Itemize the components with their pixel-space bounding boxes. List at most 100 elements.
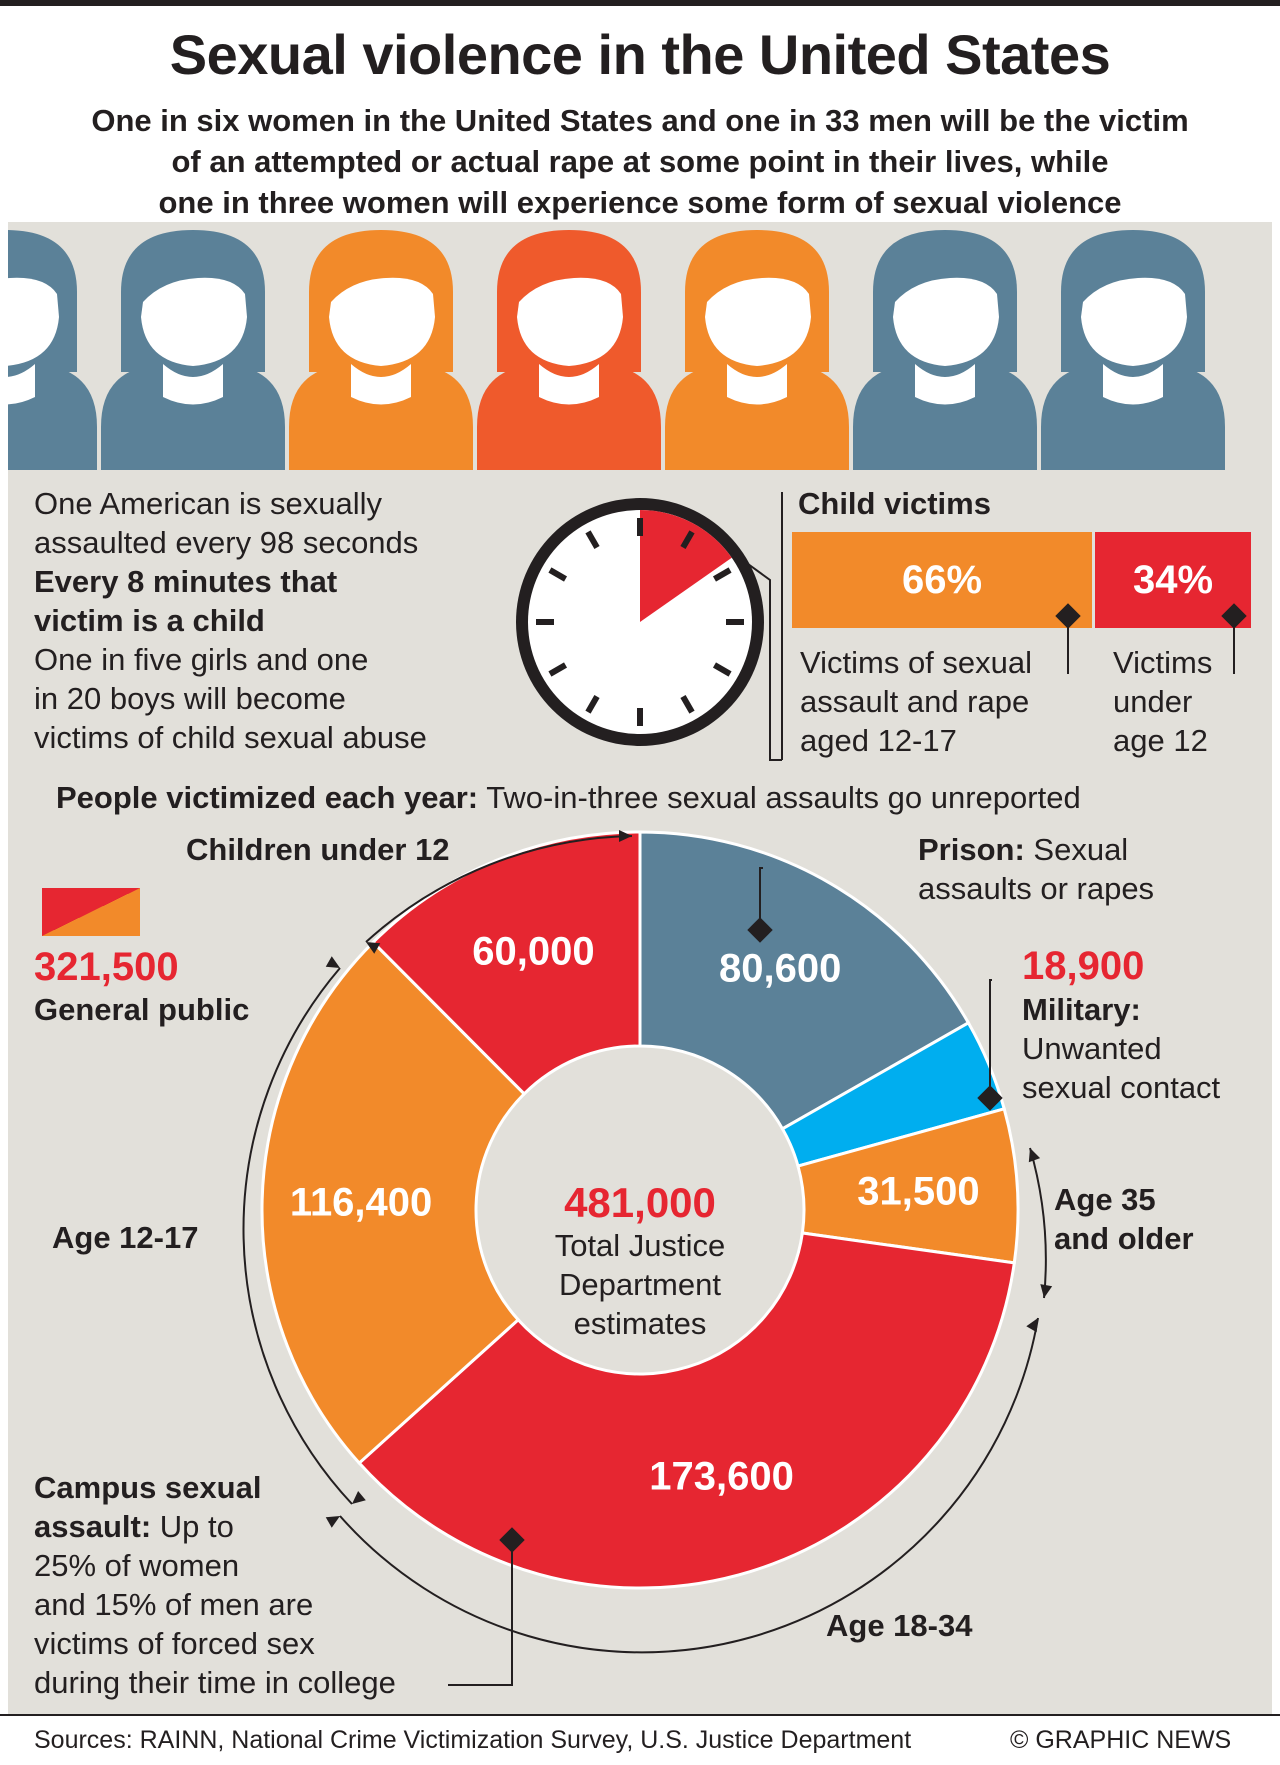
shoulders: [101, 365, 285, 470]
campus-line: and 15% of men are: [34, 1587, 314, 1622]
neck: [915, 364, 975, 405]
note-line: assault and rape: [800, 684, 1030, 719]
military-note: Military: Unwanted sexual contact: [1022, 990, 1220, 1107]
age-35-line: and older: [1054, 1221, 1194, 1256]
shoulders: [853, 365, 1037, 470]
clock-tick: [548, 662, 568, 677]
donut-slice: [260, 940, 527, 1466]
page-title: Sexual violence in the United States: [169, 23, 1111, 86]
arrow-head: [1028, 1148, 1041, 1163]
bar-34: 34%: [1095, 532, 1251, 628]
note-line: age 12: [1113, 723, 1208, 758]
campus-line: during their time in college: [34, 1665, 396, 1700]
shoulders: [1041, 365, 1225, 470]
military-value: 18,900: [1022, 944, 1145, 988]
subtitle-line: One in six women in the United States an…: [91, 103, 1189, 138]
arc-18-34: [339, 1317, 1039, 1654]
prison-bold: Prison:: [918, 832, 1025, 867]
campus-note: Campus sexual assault: Up to 25% of wome…: [34, 1468, 396, 1702]
neck: [727, 364, 787, 405]
bar-66-label: 66%: [901, 558, 983, 602]
campus-line: 25% of women: [34, 1548, 240, 1583]
military-leader: [989, 979, 992, 1098]
clock-tick: [548, 567, 568, 582]
subtitle: One in six women in the United States an…: [60, 100, 1220, 223]
label-age-12-17: Age 12-17: [52, 1220, 199, 1255]
subtitle-line: one in three women will experience some …: [158, 185, 1122, 220]
victimized-rest: Two-in-three sexual assaults go unreport…: [478, 780, 1081, 815]
clock-bold-line: victim is a child: [34, 603, 265, 638]
slice-value-age-35-older: 31,500: [857, 1169, 980, 1214]
arrow-head: [366, 942, 381, 954]
general-public-value: 321,500: [34, 945, 179, 989]
slice-value-prison: 80,600: [719, 946, 842, 991]
age-35-line: Age 35: [1054, 1182, 1156, 1217]
women-icons-row: [8, 222, 1272, 470]
woman-icon: [853, 230, 1037, 470]
note-line: under: [1113, 684, 1193, 719]
military-line: Unwanted: [1022, 1031, 1162, 1066]
credit: © GRAPHIC NEWS: [1010, 1726, 1232, 1754]
donut-center: 481,000 Total Justice Department estimat…: [520, 1180, 760, 1343]
campus-line: victims of forced sex: [34, 1626, 315, 1661]
neck: [539, 364, 599, 405]
campus-rest2: Up to: [151, 1509, 234, 1544]
general-public-label: General public: [34, 992, 250, 1027]
center-line: Total Justice: [554, 1228, 726, 1263]
bar-34-label: 34%: [1132, 558, 1214, 602]
slice-value-age-18-34: 173,600: [649, 1454, 794, 1499]
clock-line: victims of child sexual abuse: [34, 720, 427, 755]
shoulders: [289, 365, 473, 470]
clock-tick: [712, 567, 732, 582]
victimized-heading: People victimized each year: Two-in-thre…: [56, 778, 1081, 817]
child-note-left: Victims of sexual assault and rape aged …: [800, 643, 1032, 760]
campus-bold1: Campus sexual: [34, 1470, 262, 1505]
note-line: Victims of sexual: [800, 645, 1033, 680]
leader-diamond: [1221, 603, 1247, 629]
arrow-head: [352, 1491, 366, 1504]
face: [8, 277, 59, 366]
woman-icon: [477, 230, 661, 470]
center-line: estimates: [573, 1306, 707, 1341]
woman-icon: [665, 230, 849, 470]
center-line: Department: [559, 1267, 721, 1302]
arrow-head: [325, 956, 340, 968]
face: [141, 277, 247, 366]
slice-value-age-12-17: 116,400: [289, 1180, 433, 1225]
arrow-head: [1040, 1284, 1053, 1298]
face: [893, 277, 999, 366]
prison-line2: assaults or rapes: [918, 871, 1155, 906]
donut-total: 481,000: [564, 1179, 716, 1226]
arrow-head: [325, 1516, 340, 1528]
military-bold: Military:: [1022, 992, 1141, 1027]
campus-bold2: assault:: [34, 1509, 152, 1544]
child-victims-title: Child victims: [798, 486, 991, 521]
label-age-35-older: Age 35 and older: [1054, 1180, 1194, 1258]
woman-icon: [1041, 230, 1225, 470]
arc-general-public: [242, 967, 353, 1505]
shoulders: [477, 365, 661, 470]
campus-leader: [448, 1540, 513, 1686]
legend-swatch: [42, 888, 140, 936]
top-rule: [0, 0, 1280, 6]
military-line: sexual contact: [1022, 1070, 1221, 1105]
leader-diamond: [1055, 603, 1081, 629]
donut-slice: [357, 1231, 1016, 1590]
sources: Sources: RAINN, National Crime Victimiza…: [34, 1726, 912, 1754]
neck: [351, 364, 411, 405]
prison-rest: Sexual: [1024, 832, 1129, 867]
shoulders: [665, 365, 849, 470]
clock-icon: [516, 492, 783, 761]
clock-tick: [585, 530, 600, 550]
clock-bold-line: Every 8 minutes that: [34, 564, 338, 599]
label-children-under-12: Children under 12: [186, 832, 450, 867]
neck: [8, 364, 35, 405]
face: [705, 277, 811, 366]
clock-tick: [680, 694, 695, 714]
label-age-18-34: Age 18-34: [826, 1608, 973, 1643]
prison-leader: [759, 867, 763, 930]
clock-text: One American is sexually assaulted every…: [34, 484, 427, 757]
leader-diamond: [747, 917, 773, 943]
